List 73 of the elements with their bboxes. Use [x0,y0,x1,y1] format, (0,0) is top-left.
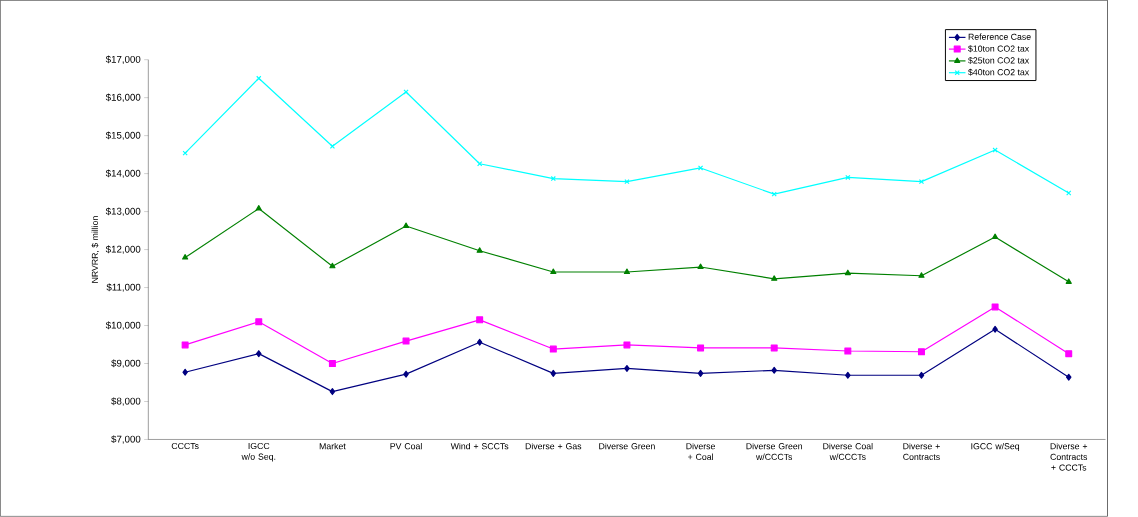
point [402,222,410,229]
x-tick-label: Diverse Coal w/CCCTs [823,443,873,461]
point [329,143,336,150]
point [771,275,778,282]
point [992,233,999,240]
point [697,165,704,171]
point [623,268,631,275]
point [402,337,410,345]
y-tick-label: $12,000 [105,245,141,254]
legend-label: $10ton CO2 tax [968,45,1030,53]
y-tick-label: $11,000 [106,283,141,292]
point [181,341,189,349]
point [624,365,630,373]
point [697,263,704,270]
x-tick-label: Diverse + Contracts + CCCTs [1050,443,1088,471]
y-tick-label: $14,000 [105,169,141,178]
x-tick-label: Market [319,443,346,450]
point [917,348,925,356]
point [1065,373,1072,381]
point [550,370,557,378]
point [328,360,336,368]
point [476,247,483,253]
point [549,345,557,353]
point [329,262,336,269]
x-tick-label: IGCC w/Seq [971,443,1020,452]
point [771,367,777,374]
point [845,371,851,379]
point [329,388,336,396]
point [991,303,999,311]
x-tick-label: PV Coal [390,443,422,450]
legend-label: Reference Case [968,33,1031,41]
point [182,254,189,260]
point [550,268,557,275]
x-tick-label: Diverse Green [599,443,655,450]
point [697,370,704,378]
y-axis-title: NRVRR, $ million [91,216,100,283]
point [476,338,483,346]
point [697,344,705,352]
point [918,272,925,278]
point [255,205,262,211]
point [403,370,409,378]
point [550,176,556,182]
point [623,341,631,349]
point [182,368,188,376]
point [476,316,484,324]
point [845,174,851,181]
y-tick-label: $8,000 [111,397,141,406]
point [770,344,778,352]
y-tick-label: $9,000 [111,359,141,368]
y-tick-label: $16,000 [105,93,141,103]
y-tick-label: $7,000 [111,435,141,444]
x-tick-label: Diverse + Coal [686,443,715,461]
point [624,179,630,185]
x-tick-label: Diverse + Contracts [903,443,940,461]
point [1065,350,1073,358]
point [844,347,852,355]
point [918,371,925,379]
x-tick-label: IGCC w/o Seq. [241,443,276,462]
legend-label: $25ton CO2 tax [968,57,1030,65]
x-tick-label: Wind + SCCTs [450,443,509,450]
point [1065,278,1072,285]
y-tick-label: $13,000 [105,207,141,216]
legend-label: $40ton CO2 tax [968,68,1030,76]
y-tick-label: $17,000 [105,55,141,65]
x-tick-label: Diverse Green w/CCCTs [746,443,803,461]
y-tick-label: $15,000 [105,131,141,141]
x-tick-label: CCCTs [171,443,199,450]
x-tick-label: Diverse + Gas [525,443,582,450]
point [844,269,851,276]
point [256,350,262,358]
point [992,326,998,333]
y-tick-label: $10,000 [105,321,141,330]
point [255,318,263,326]
